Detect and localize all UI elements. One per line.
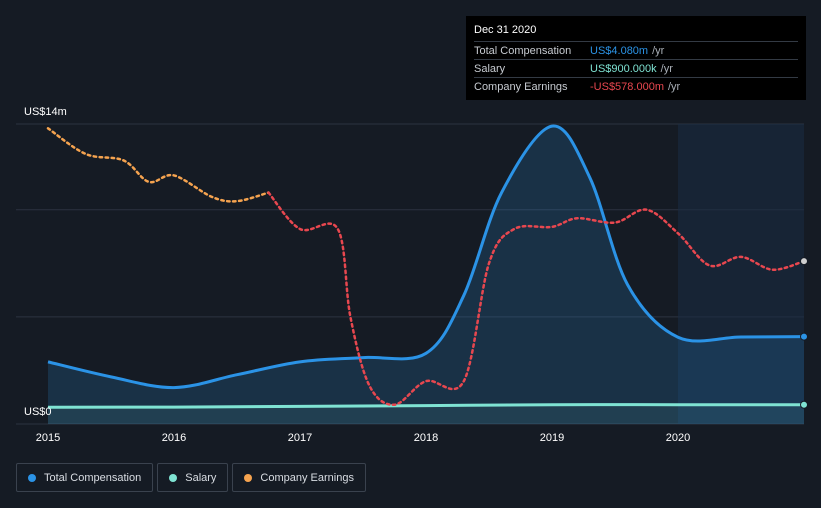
company-earnings-dot-icon (244, 473, 253, 482)
tooltip-unit: /yr (668, 80, 681, 93)
tooltip-value: -US$578.000m (590, 80, 664, 93)
tooltip-row-total: Total Compensation US$4.080m /yr (474, 41, 798, 59)
salary-end-marker (800, 400, 808, 409)
end-markers (800, 257, 808, 409)
tooltip-unit: /yr (660, 62, 673, 75)
data-tooltip: Dec 31 2020 Total Compensation US$4.080m… (466, 16, 806, 100)
earnings-end-marker (800, 257, 808, 266)
x-tick-label: 2018 (414, 432, 438, 444)
chart-lines (46, 124, 806, 409)
tooltip-label: Total Compensation (474, 44, 572, 57)
tooltip-label: Salary (474, 62, 506, 75)
salary-area (48, 404, 804, 424)
forecast-region (678, 124, 804, 424)
tooltip-unit: /yr (652, 44, 665, 57)
x-tick-label: 2019 (540, 432, 564, 444)
salary-line (47, 403, 804, 409)
total-compensation-line (47, 124, 805, 390)
legend-label: Total Compensation (44, 471, 142, 484)
x-tick-label: 2015 (36, 432, 60, 444)
x-axis-ticks: 2015 2016 2017 2018 2019 2020 (36, 432, 690, 444)
tooltip-value: US$900.000k (590, 62, 657, 75)
salary-dot-icon (169, 473, 178, 482)
total-compensation-area (48, 125, 804, 424)
legend-company-earnings[interactable]: Company Earnings (232, 463, 366, 492)
legend-label: Company Earnings (260, 471, 354, 484)
legend-label: Salary (185, 471, 217, 484)
earnings-line-positive (46, 127, 270, 203)
earnings-line-negative (267, 191, 806, 406)
tooltip-label: Company Earnings (474, 80, 568, 93)
tooltip-value: US$4.080m (590, 44, 649, 57)
tooltip-row-salary: Salary US$900.000k /yr (474, 59, 798, 77)
chart-areas (48, 125, 804, 424)
chart-grid (16, 123, 804, 425)
x-tick-label: 2020 (666, 432, 690, 444)
legend-total-compensation[interactable]: Total Compensation (16, 463, 154, 492)
tooltip-date: Dec 31 2020 (474, 24, 537, 36)
total-end-marker (800, 332, 808, 341)
tooltip-row-earnings: Company Earnings -US$578.000m /yr (474, 77, 798, 95)
legend-salary[interactable]: Salary (157, 463, 229, 492)
x-tick-label: 2017 (288, 432, 312, 444)
total-compensation-dot-icon (28, 473, 36, 482)
y-axis-bottom-label: US$0 (24, 406, 52, 418)
x-tick-label: 2016 (162, 432, 186, 444)
chart-legend: Total Compensation Salary Company Earnin… (16, 463, 366, 492)
y-axis-top-label: US$14m (24, 106, 67, 118)
